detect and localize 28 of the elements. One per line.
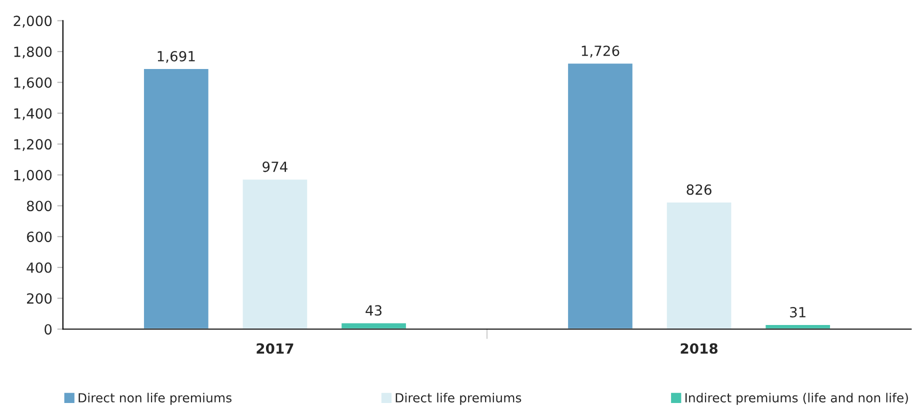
bar	[142, 68, 210, 330]
bar	[566, 62, 634, 330]
y-tick-label: 1,800	[14, 46, 52, 58]
bar	[665, 201, 733, 330]
data-label: 43	[366, 305, 382, 316]
y-tick-label: 1,600	[14, 77, 52, 90]
y-tick-label: 800	[26, 200, 52, 212]
y-tick-label: 2,000	[14, 16, 52, 28]
data-label: 31	[790, 306, 806, 318]
bar	[764, 324, 832, 330]
bar	[241, 178, 309, 330]
y-tick-label: 600	[26, 232, 52, 242]
y-tick-label: 1,200	[14, 139, 52, 151]
y-tick-label: 200	[27, 293, 52, 304]
y-tick-label: 400	[26, 262, 52, 273]
x-tick-label: 2017	[256, 343, 294, 354]
legend-label: Direct non life premiums	[78, 392, 232, 405]
y-tick-label: 1,000	[14, 170, 52, 182]
data-label: 1,726	[582, 46, 620, 58]
legend-label: Direct life premiums	[396, 392, 522, 405]
x-tick-label: 2018	[680, 343, 718, 354]
bar	[340, 322, 408, 330]
data-label: 826	[686, 184, 712, 195]
legend-label: Indirect premiums (life and non life)	[685, 392, 908, 405]
y-tick-label: 0	[44, 324, 52, 335]
data-label: 1,691	[158, 50, 195, 63]
y-tick-label: 1,400	[14, 108, 52, 120]
data-label: 974	[262, 162, 288, 172]
